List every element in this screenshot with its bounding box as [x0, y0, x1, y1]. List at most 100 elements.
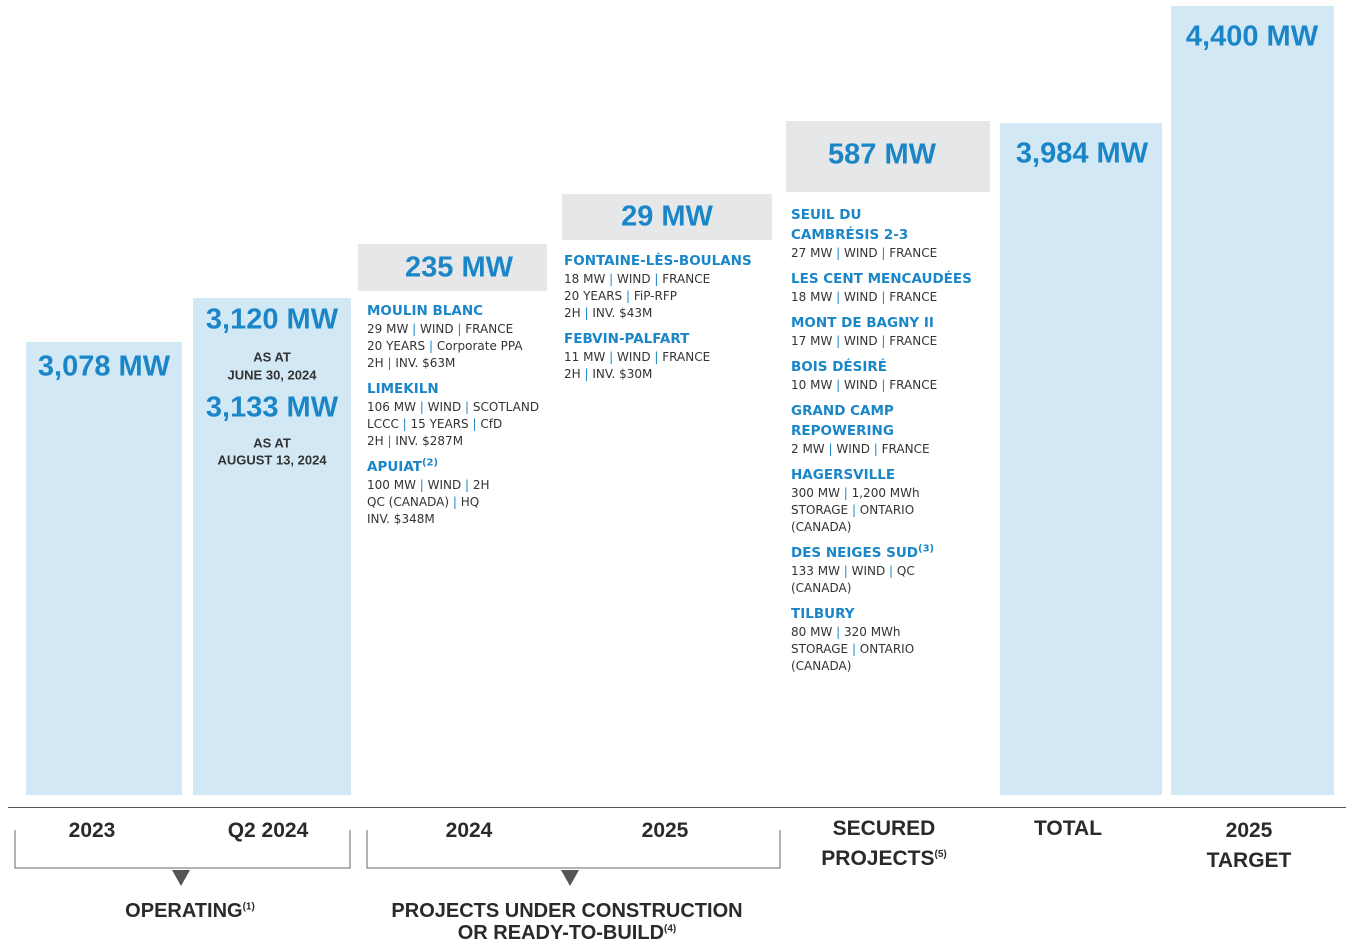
detail-text: INV. $43M [592, 306, 653, 320]
detail-text: 15 YEARS [410, 417, 469, 431]
separator: | [832, 625, 844, 639]
label-line: 2025 [1225, 819, 1273, 842]
project-name-text: LIMEKILN [367, 381, 439, 397]
project: MONT DE BAGNY II 17 MW | WIND | FRANCE [791, 313, 972, 350]
detail-text: FRANCE [465, 322, 514, 336]
detail-text: 2 MW [791, 442, 825, 456]
separator: | [468, 417, 481, 431]
project-name-text: HAGERSVILLE [791, 467, 896, 483]
group-text: PROJECTS UNDER CONSTRUCTION [391, 900, 743, 922]
detail-text: 100 MW [367, 478, 416, 492]
box-2024 [358, 244, 547, 291]
separator: | [461, 478, 473, 492]
detail-text: 2H [564, 306, 581, 320]
detail-text: 27 MW [791, 246, 833, 260]
separator: | [877, 246, 890, 260]
detail-text: WIND [836, 442, 870, 456]
detail-text: WIND [616, 350, 651, 364]
bar-total [1000, 123, 1162, 795]
detail-text: 300 MW [791, 486, 840, 500]
detail-text: WIND [843, 290, 878, 304]
separator: | [383, 356, 396, 370]
project-detail: 29 MW | WIND | FRANCE [367, 321, 539, 338]
project: FEBVIN-PALFART 11 MW | WIND | FRANCE 2H | … [564, 329, 752, 383]
project-name-text: APUIAT [367, 459, 422, 475]
project-detail: 18 MW | WIND | FRANCE [791, 289, 972, 306]
separator: | [832, 378, 844, 392]
detail-text: 11 MW [564, 350, 606, 364]
box-secured [786, 121, 990, 192]
separator: | [877, 334, 890, 348]
project-list: FONTAINE-LÈS-BOULANS 18 MW | WIND | FRANC… [564, 251, 752, 390]
detail-text: FRANCE [889, 246, 938, 260]
detail-text: 106 MW [367, 400, 416, 414]
footnote: (3) [918, 543, 935, 555]
project-name: REPOWERING [791, 421, 972, 441]
project-detail: 11 MW | WIND | FRANCE [564, 349, 752, 366]
detail-text: WIND [616, 272, 651, 286]
headline: 587 MW [828, 138, 936, 171]
bracket [14, 830, 351, 869]
project: BOIS DÉSIRÉ 10 MW | WIND | FRANCE [791, 357, 972, 394]
project-detail: QC (CANADA) | HQ [367, 494, 539, 511]
detail-text: 320 MWh [843, 625, 901, 639]
separator: | [877, 290, 890, 304]
note: AUGUST 13, 2024 [217, 452, 327, 468]
detail-text: FRANCE [662, 350, 711, 364]
detail-text: WIND [843, 246, 878, 260]
detail-text: WIND [851, 564, 886, 578]
detail-text: FRANCE [662, 272, 711, 286]
detail-text: HQ [460, 495, 480, 509]
column-label: 2023 [68, 819, 116, 842]
detail-text: WIND [843, 334, 878, 348]
project-name: CAMBRÉSIS 2-3 [791, 225, 972, 245]
separator: | [425, 339, 437, 353]
detail-text: ONTARIO [859, 642, 915, 656]
separator: | [832, 290, 844, 304]
project-detail: 300 MW | 1,200 MWh [791, 485, 972, 502]
project-detail: 2H | INV. $30M [564, 366, 752, 383]
project-detail: STORAGE | ONTARIO [791, 502, 972, 519]
project-name-text: CAMBRÉSIS 2-3 [791, 227, 909, 243]
project: GRAND CAMP REPOWERING 2 MW | WIND | FRANCE [791, 401, 972, 458]
note: JUNE 30, 2024 [227, 367, 317, 383]
detail-text: 2H [367, 434, 384, 448]
project-list: SEUIL DU CAMBRÉSIS 2-3 27 MW | WIND | FRAN… [791, 205, 972, 682]
detail-text: (CANADA) [791, 659, 852, 673]
project-name-text: BOIS DÉSIRÉ [791, 359, 888, 375]
group-label: PROJECTS UNDER CONSTRUCTION OR READY-TO-B… [391, 900, 742, 944]
detail-text: CfD [480, 417, 503, 431]
detail-text: STORAGE [791, 642, 849, 656]
detail-text: (CANADA) [791, 581, 852, 595]
separator: | [408, 322, 420, 336]
label-line: SECURED [832, 817, 936, 840]
detail-text: 2H [564, 367, 581, 381]
project-detail: 18 MW | WIND | FRANCE [564, 271, 752, 288]
project-detail: LCCC | 15 YEARS | CfD [367, 416, 539, 433]
separator: | [383, 434, 396, 448]
project-detail: 2H | INV. $63M [367, 355, 539, 372]
detail-text: 18 MW [564, 272, 606, 286]
box-2025 [562, 194, 772, 240]
footnote: (2) [421, 457, 439, 469]
project: LIMEKILN 106 MW | WIND | SCOTLAND LCCC | 1… [367, 379, 539, 450]
detail-text: INV. $63M [395, 356, 456, 370]
separator: | [605, 272, 617, 286]
detail-text: 2H [367, 356, 384, 370]
project-name-text: DES NEIGES SUD [791, 545, 919, 561]
detail-text: QC [896, 564, 915, 578]
column-label: SECURED PROJECTS(5) [821, 814, 946, 874]
detail-text: INV. $348M [367, 512, 435, 526]
column-label: 2025 TARGET [1207, 816, 1292, 876]
project-detail: (CANADA) [791, 658, 972, 675]
project-name-text: FONTAINE-LÈS-BOULANS [564, 253, 752, 269]
bracket [366, 830, 781, 869]
column-label: TOTAL [1033, 817, 1103, 840]
note: AS AT [253, 435, 291, 451]
headline: 3,133 MW [205, 391, 339, 424]
separator: | [415, 478, 428, 492]
project-name: GRAND CAMP [791, 401, 972, 421]
separator: | [650, 350, 663, 364]
project: SEUIL DU CAMBRÉSIS 2-3 27 MW | WIND | FRAN… [791, 205, 972, 262]
